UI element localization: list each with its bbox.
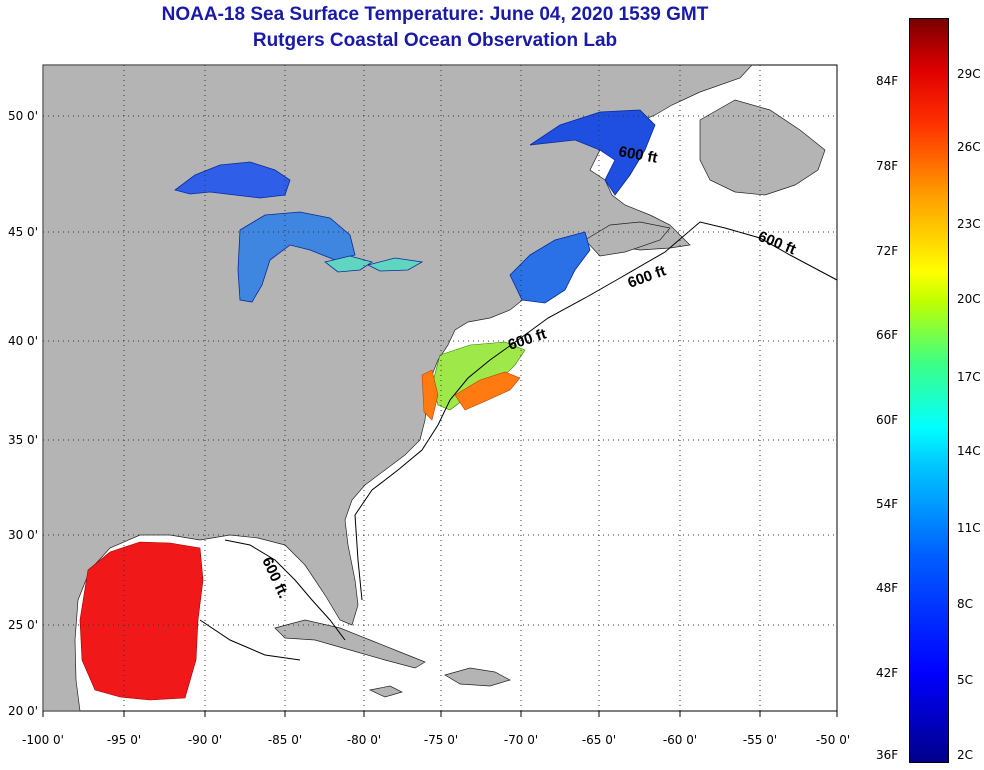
colorbar-c-label: 29C	[957, 67, 981, 81]
colorbar-c-label: 8C	[957, 597, 974, 611]
lon-label: -50 0'	[816, 733, 850, 747]
gulf-stream-sst	[421, 369, 521, 421]
colorbar-f-label: 36F	[876, 748, 899, 762]
lake-michigan-huron-sst	[237, 211, 356, 303]
colorbar-c-label: 23C	[957, 217, 981, 231]
gulf-of-mexico-sst	[79, 541, 204, 701]
lake-superior-sst	[174, 161, 291, 199]
lon-label: -85 0'	[268, 733, 302, 747]
hispaniola-land	[444, 667, 511, 687]
lat-label: 45 0'	[8, 225, 38, 239]
colorbar-f-label: 48F	[876, 581, 899, 595]
colorbar-f-label: 54F	[876, 497, 899, 511]
north-america-land	[42, 64, 753, 712]
jamaica-land	[368, 685, 403, 698]
lon-label: -100 0'	[22, 733, 64, 747]
lon-label: -65 0'	[582, 733, 616, 747]
colorbar-c-label: 5C	[957, 673, 974, 687]
lat-label: 20 0'	[8, 704, 38, 718]
lon-label: -80 0'	[347, 733, 381, 747]
cuba-land	[274, 619, 426, 669]
temperature-colorbar	[909, 18, 949, 763]
lon-label: -90 0'	[188, 733, 222, 747]
colorbar-c-label: 17C	[957, 370, 981, 384]
map-title: NOAA-18 Sea Surface Temperature: June 04…	[161, 4, 709, 25]
lon-label: -55 0'	[743, 733, 777, 747]
colorbar-f-label: 72F	[876, 244, 899, 258]
frame-ticks	[42, 711, 838, 717]
isobath-600ft-gulf	[199, 539, 346, 661]
colorbar-c-label: 11C	[957, 521, 981, 535]
nova-scotia-land	[584, 221, 671, 257]
gulf-of-maine-sst	[509, 231, 591, 304]
colorbar-c-label: 26C	[957, 140, 981, 154]
colorbar-c-label: 14C	[957, 444, 981, 458]
lat-label: 25 0'	[8, 618, 38, 632]
colorbar-f-label: 60F	[876, 413, 899, 427]
colorbar-f-label: 42F	[876, 666, 899, 680]
lat-label: 40 0'	[8, 334, 38, 348]
lat-label: 50 0'	[8, 109, 38, 123]
gulf-stlawrence-sst	[529, 109, 656, 196]
lat-label: 30 0'	[8, 528, 38, 542]
lat-label: 35 0'	[8, 433, 38, 447]
contour-label: 600 ft	[617, 143, 659, 167]
map-subtitle: Rutgers Coastal Ocean Observation Lab	[252, 30, 618, 51]
colorbar-f-label: 66F	[876, 328, 899, 342]
colorbar-c-label: 20C	[957, 292, 981, 306]
colorbar-c-label: 2C	[957, 748, 974, 762]
sst-map: 600 ft 600 ft 600 ft 600 ft 600 ft. -100…	[8, 64, 850, 747]
lon-label: -70 0'	[504, 733, 538, 747]
lake-erie-ontario-sst	[324, 255, 424, 273]
colorbar-f-label: 84F	[876, 74, 899, 88]
colorbar-f-label: 78F	[876, 159, 899, 173]
lon-label: -95 0'	[107, 733, 141, 747]
lon-label: -75 0'	[424, 733, 458, 747]
lon-label: -60 0'	[663, 733, 697, 747]
isobath-600ft-atlantic	[354, 221, 838, 601]
newfoundland-land	[699, 99, 826, 196]
